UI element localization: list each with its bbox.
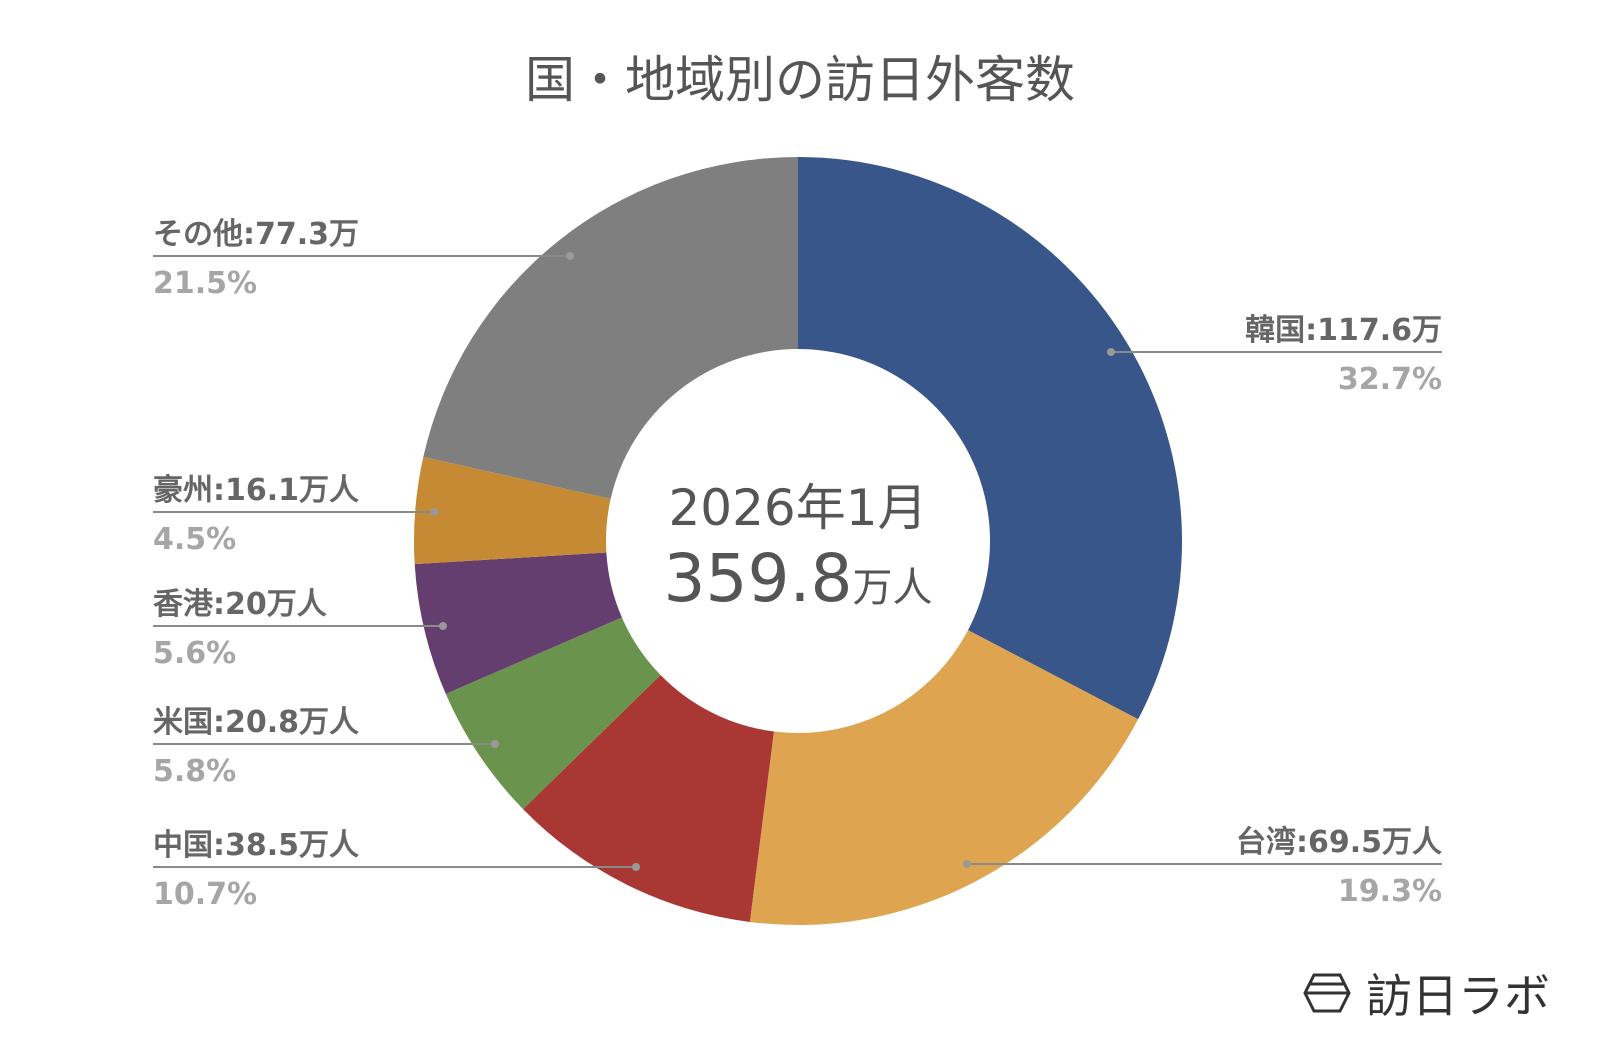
hexagon-logo-icon (1303, 973, 1351, 1013)
slice-label: その他:77.3万 (153, 217, 359, 252)
leader-dot (491, 740, 499, 748)
slice-percent: 10.7% (153, 877, 257, 912)
center-total-value: 359.8 (663, 540, 853, 617)
slice-3 (445, 617, 661, 810)
slice-percent: 32.7% (1338, 362, 1442, 397)
slice-label: 韓国:117.6万 (1245, 313, 1442, 348)
slice-percent: 19.3% (1338, 874, 1442, 909)
slice-label: 香港:20万人 (153, 587, 327, 622)
center-total: 359.8万人 (598, 540, 998, 617)
slice-percent: 5.6% (153, 636, 236, 671)
slice-1 (749, 630, 1139, 925)
leader-dot (566, 252, 574, 260)
slice-label: 中国:38.5万人 (153, 828, 359, 863)
chart-title: 国・地域別の訪日外客数 (525, 51, 1075, 109)
slice-2 (523, 675, 774, 922)
slice-percent: 5.8% (153, 754, 236, 789)
center-period: 2026年1月 (668, 479, 928, 537)
center-total-unit: 万人 (852, 565, 933, 611)
slice-4 (414, 552, 622, 694)
slice-label: 台湾:69.5万人 (1236, 825, 1442, 860)
slice-percent: 21.5% (153, 266, 257, 301)
slice-0 (798, 157, 1183, 720)
leader-dot (430, 508, 438, 516)
leader-dot (632, 863, 640, 871)
slice-5 (413, 456, 611, 565)
leader-dot (439, 622, 447, 630)
logo: 訪日ラボ (1302, 960, 1550, 1026)
slice-6 (423, 157, 798, 499)
slice-label: 豪州:16.1万人 (153, 473, 359, 508)
slice-label: 米国:20.8万人 (153, 705, 359, 740)
leader-dot (1107, 348, 1115, 356)
slice-percent: 4.5% (153, 522, 236, 557)
leader-dot (963, 860, 971, 868)
logo-text: 訪日ラボ (1366, 969, 1550, 1023)
